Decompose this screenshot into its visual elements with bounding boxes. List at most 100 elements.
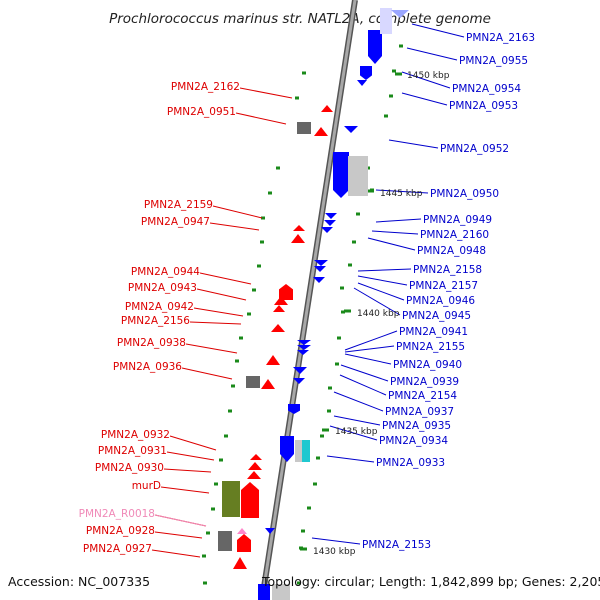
gc-tick (307, 506, 311, 510)
gene-label-pmn2a-0933[interactable]: PMN2A_0933 (376, 457, 445, 469)
scale-tick (367, 189, 374, 193)
reverse-strand-labels: PMN2A_2162 PMN2A_0951 PMN2A_2159 PMN2A_0… (79, 81, 240, 555)
gene-label-pmn2a-0941[interactable]: PMN2A_0941 (399, 326, 468, 338)
olive-block (222, 481, 240, 517)
gene-label-pmn2a-0952[interactable]: PMN2A_0952 (440, 143, 509, 155)
gene-label-pmn2a-0947[interactable]: PMN2A_0947 (141, 216, 210, 228)
scale-label-1450: 1450 kbp (407, 71, 450, 81)
reverse-gene-arrow (250, 454, 262, 460)
reverse-gene-body (279, 284, 293, 300)
leader-line (371, 230, 419, 235)
gc-tick (257, 264, 261, 268)
scale-tick (344, 309, 351, 313)
gene-label-pmn2a-0935[interactable]: PMN2A_0935 (382, 420, 451, 432)
forward-gene-arrow (324, 220, 336, 226)
gene-label-pmn2a-0934[interactable]: PMN2A_0934 (379, 435, 448, 447)
gene-label-pmn2a-0953[interactable]: PMN2A_0953 (449, 100, 518, 112)
gene-label-pmn2a-0938[interactable]: PMN2A_0938 (117, 337, 186, 349)
reverse-gene-arrow (271, 324, 285, 332)
gene-label-pmn2a-0930[interactable]: PMN2A_0930 (95, 462, 164, 474)
leader-line (189, 321, 242, 325)
gene-label-murd[interactable]: murD (132, 480, 161, 492)
gene-label-pmn2a-2158[interactable]: PMN2A_2158 (413, 264, 482, 276)
leader-line (357, 268, 412, 272)
reverse-gene-arrow (261, 379, 275, 389)
gene-features (218, 8, 409, 600)
reverse-gene-arrow (274, 296, 288, 305)
gene-label-pmn2a-2159[interactable]: PMN2A_2159 (144, 199, 213, 211)
gene-label-pmn2a-0931[interactable]: PMN2A_0931 (98, 445, 167, 457)
dark-block (218, 531, 232, 551)
gene-label-pmn2a-2157[interactable]: PMN2A_2157 (409, 280, 478, 292)
gc-tick (341, 310, 345, 314)
forward-gene-arrow (344, 126, 358, 133)
gene-label-pmn2a-0949[interactable]: PMN2A_0949 (423, 214, 492, 226)
reverse-gene-arrow (233, 557, 247, 569)
gc-tick (239, 336, 243, 340)
gene-label-pmn2a-0955[interactable]: PMN2A_0955 (459, 55, 528, 67)
gc-tick (203, 581, 207, 585)
gc-tick (224, 434, 228, 438)
gene-label-pmn2a-0937[interactable]: PMN2A_0937 (385, 406, 454, 418)
gene-label-pmn2a-0951[interactable]: PMN2A_0951 (167, 106, 236, 118)
forward-gene-arrow (313, 277, 325, 283)
gc-tick (276, 166, 280, 170)
gc-tick (328, 386, 332, 390)
gene-label-pmn2a-0948[interactable]: PMN2A_0948 (417, 245, 486, 257)
gc-tick (316, 456, 320, 460)
gc-tick (399, 44, 403, 48)
leader-line (193, 307, 244, 317)
reverse-gene-arrow (237, 528, 247, 534)
leader-line (388, 139, 439, 149)
accession-text: Accession: NC_007335 (8, 574, 150, 589)
gc-tick (219, 458, 223, 462)
gene-label-pmn2a-0943[interactable]: PMN2A_0943 (128, 282, 197, 294)
forward-gene-arrow (314, 260, 328, 266)
gene-label-pmn2a-0936[interactable]: PMN2A_0936 (113, 361, 182, 373)
leader-line (344, 330, 398, 351)
gene-label-pmn2a-2163[interactable]: PMN2A_2163 (466, 32, 535, 44)
map-title: Prochlorococcus marinus str. NATL2A, com… (109, 11, 491, 27)
gene-label-pmn2a-0954[interactable]: PMN2A_0954 (452, 83, 521, 95)
gc-tick (214, 482, 218, 486)
gene-label-pmn2a-0950[interactable]: PMN2A_0950 (430, 188, 499, 200)
forward-gene-arrow (297, 350, 309, 355)
gene-label-pmn2a-0932[interactable]: PMN2A_0932 (101, 429, 170, 441)
gc-tick (327, 409, 331, 413)
label-leaders (151, 23, 465, 558)
forward-gene-body (360, 66, 372, 80)
gene-label-pmn2a-0944[interactable]: PMN2A_0944 (131, 266, 200, 278)
gene-label-pmn2a-0927[interactable]: PMN2A_0927 (83, 543, 152, 555)
gene-label-pmn2a-0942[interactable]: PMN2A_0942 (125, 301, 194, 313)
leader-line (401, 71, 451, 89)
leader-line (169, 435, 217, 451)
gene-label-pmn2a-0946[interactable]: PMN2A_0946 (406, 295, 475, 307)
gene-label-pmn2a-0945[interactable]: PMN2A_0945 (402, 310, 471, 322)
leader-line (340, 364, 389, 382)
reverse-gene-arrow (247, 471, 261, 479)
gene-label-pmn2a-0928[interactable]: PMN2A_0928 (86, 525, 155, 537)
gene-label-pmn2a-2155[interactable]: PMN2A_2155 (396, 341, 465, 353)
gc-tick (211, 507, 215, 511)
gene-label-pmn2a-2162[interactable]: PMN2A_2162 (171, 81, 240, 93)
forward-gene-arrow (265, 528, 275, 534)
gene-label-pmn2a-2153[interactable]: PMN2A_2153 (362, 539, 431, 551)
gene-label-pmn2a-2154[interactable]: PMN2A_2154 (388, 390, 457, 402)
gc-tick (384, 114, 388, 118)
leader-line (239, 87, 293, 99)
gc-tick (261, 216, 265, 220)
forward-gene-arrow (314, 266, 326, 272)
gene-label-pmn2a-2160[interactable]: PMN2A_2160 (420, 229, 489, 241)
scale-label-1430: 1430 kbp (313, 547, 356, 557)
gene-label-pmn2a-0939[interactable]: PMN2A_0939 (390, 376, 459, 388)
leader-line (196, 288, 247, 301)
gc-tick (340, 286, 344, 290)
reverse-gene-arrow (293, 225, 305, 231)
gene-label-pmn2a-0940[interactable]: PMN2A_0940 (393, 359, 462, 371)
gene-label-pmn2a-r0018[interactable]: PMN2A_R0018 (79, 508, 155, 520)
forward-strand-labels: PMN2A_2163 PMN2A_0955 PMN2A_0954 PMN2A_0… (362, 32, 535, 551)
dark-block (246, 376, 260, 388)
gene-label-pmn2a-2156[interactable]: PMN2A_2156 (121, 315, 190, 327)
leader-line (329, 425, 378, 441)
